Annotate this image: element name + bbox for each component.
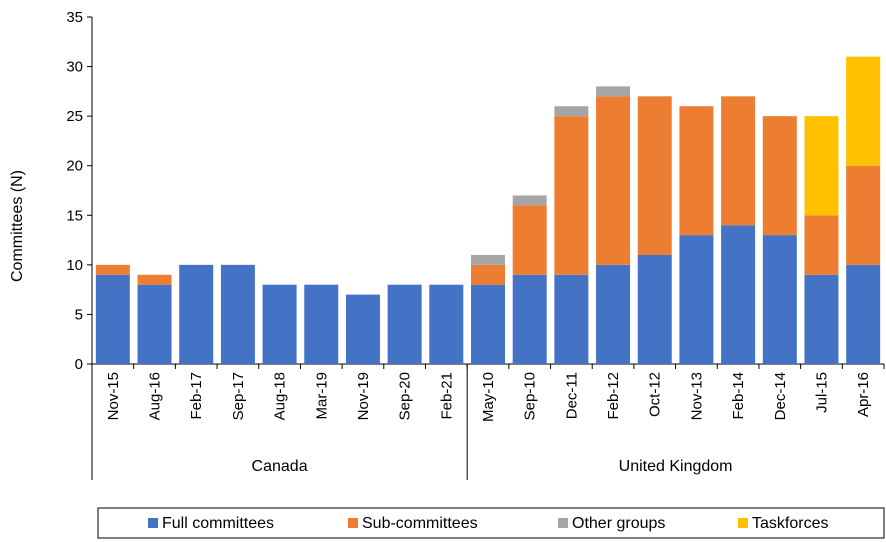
x-tick-label: Nov-15 xyxy=(105,372,122,420)
x-tick-label: Feb-21 xyxy=(438,372,455,420)
y-tick-label: 30 xyxy=(66,59,83,76)
legend-box xyxy=(97,507,885,539)
bar-segment-full-committees xyxy=(762,235,797,364)
bar-segment-full-committees xyxy=(554,274,589,364)
bar-segment-sub-committees xyxy=(471,264,505,285)
y-tick-label: 35 xyxy=(66,9,83,26)
bar-segment-sub-committees xyxy=(596,96,631,265)
bar-segment-full-committees xyxy=(471,284,505,364)
legend-swatch xyxy=(558,518,568,528)
bar-segment-sub-committees xyxy=(721,96,756,226)
bar-segment-other-groups xyxy=(512,195,547,206)
y-tick-label: 0 xyxy=(75,356,83,373)
bar-segment-taskforces xyxy=(804,116,839,216)
bar-segment-sub-committees xyxy=(679,106,714,236)
x-tick-label: Nov-19 xyxy=(355,372,372,420)
x-tick-label: Feb-12 xyxy=(605,372,622,420)
legend-swatch xyxy=(738,518,748,528)
x-tick-label: Aug-16 xyxy=(147,372,164,420)
bar-segment-sub-committees xyxy=(846,165,881,265)
x-tick-label: Dec-14 xyxy=(772,372,789,420)
x-tick-label: May-10 xyxy=(480,372,497,422)
bar-segment-full-committees xyxy=(679,235,714,364)
group-label: United Kingdom xyxy=(619,458,733,475)
bar-segment-sub-committees xyxy=(512,205,547,275)
bar-segment-full-committees xyxy=(137,284,172,364)
bar-segment-full-committees xyxy=(804,274,839,364)
bar-segment-full-committees xyxy=(596,264,631,364)
bar-segment-sub-committees xyxy=(804,215,839,275)
y-tick-label: 10 xyxy=(66,257,83,274)
bar-segment-other-groups xyxy=(554,106,589,117)
bar-segment-full-committees xyxy=(637,254,672,364)
legend-label: Full committees xyxy=(162,515,274,532)
bar-segment-sub-committees xyxy=(554,116,589,275)
y-tick-label: 25 xyxy=(66,108,83,125)
bar-segment-full-committees xyxy=(179,264,214,364)
bar-segment-other-groups xyxy=(471,254,505,265)
y-tick-label: 5 xyxy=(75,306,83,323)
legend-label: Other groups xyxy=(572,515,665,532)
x-tick-label: Feb-17 xyxy=(188,372,205,420)
x-tick-label: Feb-14 xyxy=(730,372,747,420)
bar-segment-sub-committees xyxy=(762,116,797,236)
bar-segment-sub-committees xyxy=(137,274,172,285)
x-tick-label: Apr-16 xyxy=(855,372,872,417)
x-tick-label: Jul-15 xyxy=(813,372,830,413)
plot-area: 0 5 10 15 20 25 30 35 Nov-15 Aug-16 Feb-17 Sep-17 Au… xyxy=(66,9,885,480)
x-tick-label: Nov-13 xyxy=(688,372,705,420)
bar-segment-full-committees xyxy=(345,294,380,364)
bar-segment-sub-committees xyxy=(95,264,130,275)
bar-segment-full-committees xyxy=(721,225,756,364)
y-axis-label: Committees (N) xyxy=(9,170,26,282)
bar-segment-full-committees xyxy=(387,284,422,364)
group-label: Canada xyxy=(252,458,308,475)
legend: Full committees Sub-committees Other group… xyxy=(97,507,885,539)
y-tick-label: 15 xyxy=(66,207,83,224)
x-tick-label: Sep-10 xyxy=(522,372,539,420)
x-tick-label: Oct-12 xyxy=(647,372,664,417)
x-tick-label: Sep-20 xyxy=(397,372,414,420)
legend-swatch xyxy=(348,518,358,528)
y-tick-label: 20 xyxy=(66,158,83,175)
legend-swatch xyxy=(148,518,158,528)
bar-segment-taskforces xyxy=(846,56,881,166)
x-tick-label: Sep-17 xyxy=(230,372,247,420)
x-tick-label: Dec-11 xyxy=(563,372,580,419)
x-tick-label: Aug-18 xyxy=(272,372,289,420)
bar-segment-full-committees xyxy=(304,284,339,364)
bar-segment-full-committees xyxy=(429,284,464,364)
bar-segment-full-committees xyxy=(846,264,881,364)
bar-segment-full-committees xyxy=(512,274,547,364)
bar-segment-sub-committees xyxy=(637,96,672,255)
bar-segment-full-committees xyxy=(220,264,255,364)
legend-label: Sub-committees xyxy=(362,515,478,532)
bar-segment-full-committees xyxy=(262,284,297,364)
x-tick-label: Mar-19 xyxy=(313,372,330,420)
bar-segment-other-groups xyxy=(596,86,631,97)
legend-label: Taskforces xyxy=(752,515,828,532)
bar-segment-full-committees xyxy=(95,274,130,364)
